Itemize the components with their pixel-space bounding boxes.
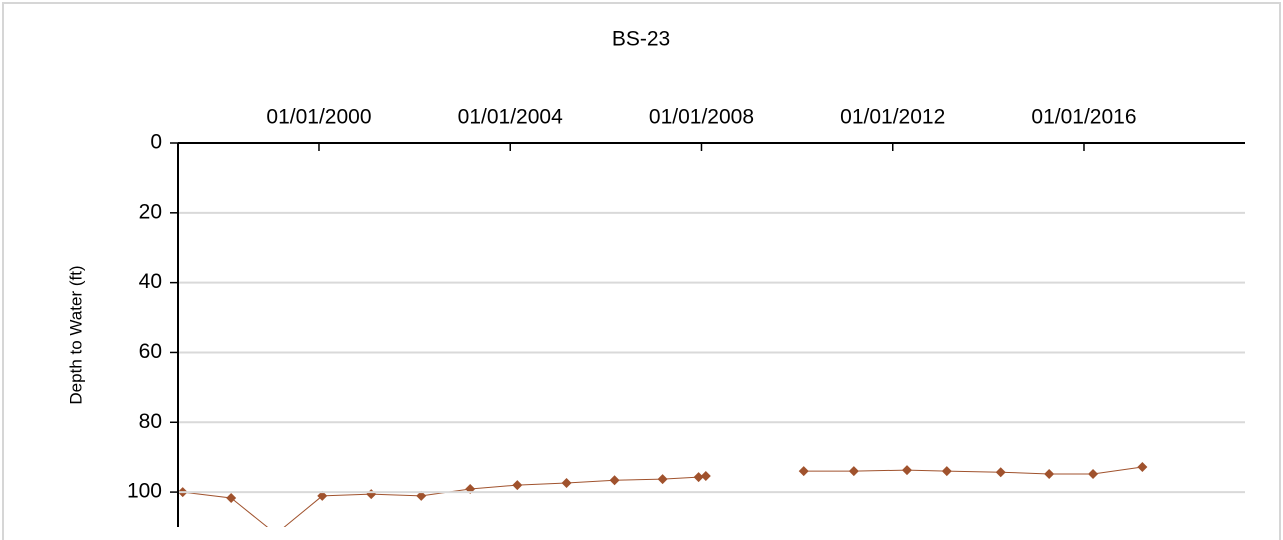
data-point	[995, 467, 1006, 478]
y-tick-label: 60	[139, 340, 162, 363]
data-point	[226, 493, 237, 504]
x-tick-label: 01/01/2012	[840, 106, 945, 129]
data-point	[1088, 468, 1099, 479]
x-tick-label: 01/01/2004	[458, 106, 563, 129]
data-point	[700, 471, 711, 482]
data-point	[416, 490, 427, 501]
y-tick-label: 0	[150, 131, 162, 154]
plot-area	[178, 461, 1148, 527]
data-point	[561, 478, 572, 489]
data-point	[317, 490, 328, 501]
data-point	[798, 466, 809, 477]
data-point	[1137, 461, 1148, 472]
x-tick-label: 01/01/2016	[1031, 106, 1136, 129]
data-point	[512, 480, 523, 491]
x-tick-label: 01/01/2000	[266, 106, 371, 129]
data-point	[941, 466, 952, 477]
x-tick-label: 01/01/2008	[649, 106, 754, 129]
y-tick-label: 100	[127, 480, 162, 503]
y-tick-label: 80	[139, 410, 162, 433]
data-point	[657, 474, 668, 485]
y-axis-label: Depth to Water (ft)	[66, 265, 85, 404]
chart-title: BS-23	[612, 28, 670, 51]
data-point	[902, 465, 913, 476]
y-tick-label: 20	[139, 200, 162, 223]
series-line	[803, 466, 1143, 475]
data-point	[693, 472, 704, 483]
y-tick-label: 40	[139, 270, 162, 293]
data-point	[1044, 468, 1055, 479]
data-point	[848, 466, 859, 477]
data-point	[609, 475, 620, 486]
